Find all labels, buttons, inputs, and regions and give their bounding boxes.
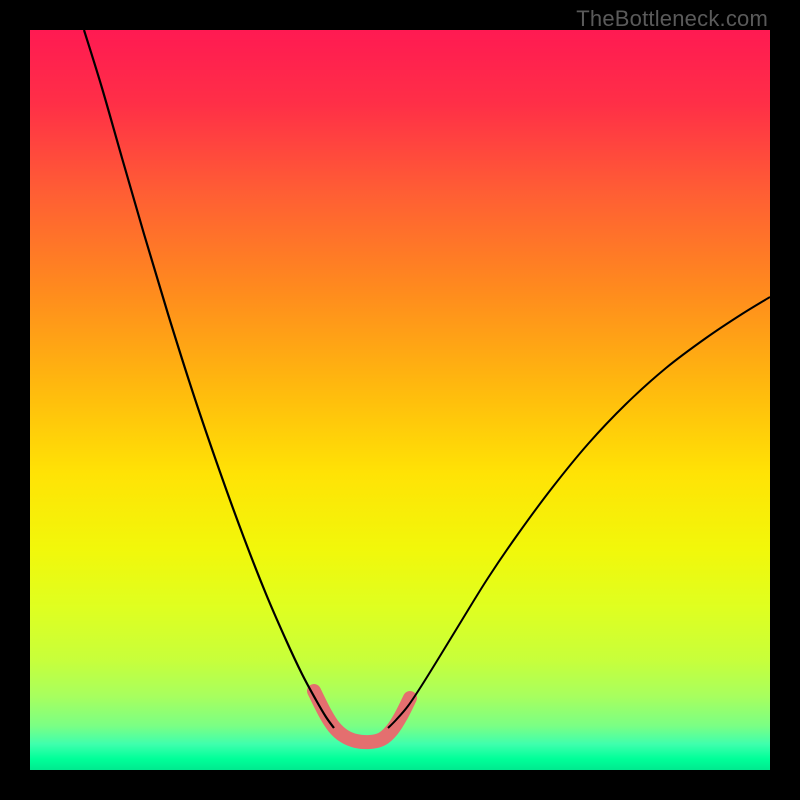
chart-frame bbox=[30, 30, 770, 770]
watermark-text: TheBottleneck.com bbox=[576, 6, 768, 32]
curve-left bbox=[84, 30, 334, 728]
valley-highlight bbox=[314, 691, 410, 742]
curve-layer bbox=[30, 30, 770, 770]
curve-right bbox=[388, 297, 770, 728]
